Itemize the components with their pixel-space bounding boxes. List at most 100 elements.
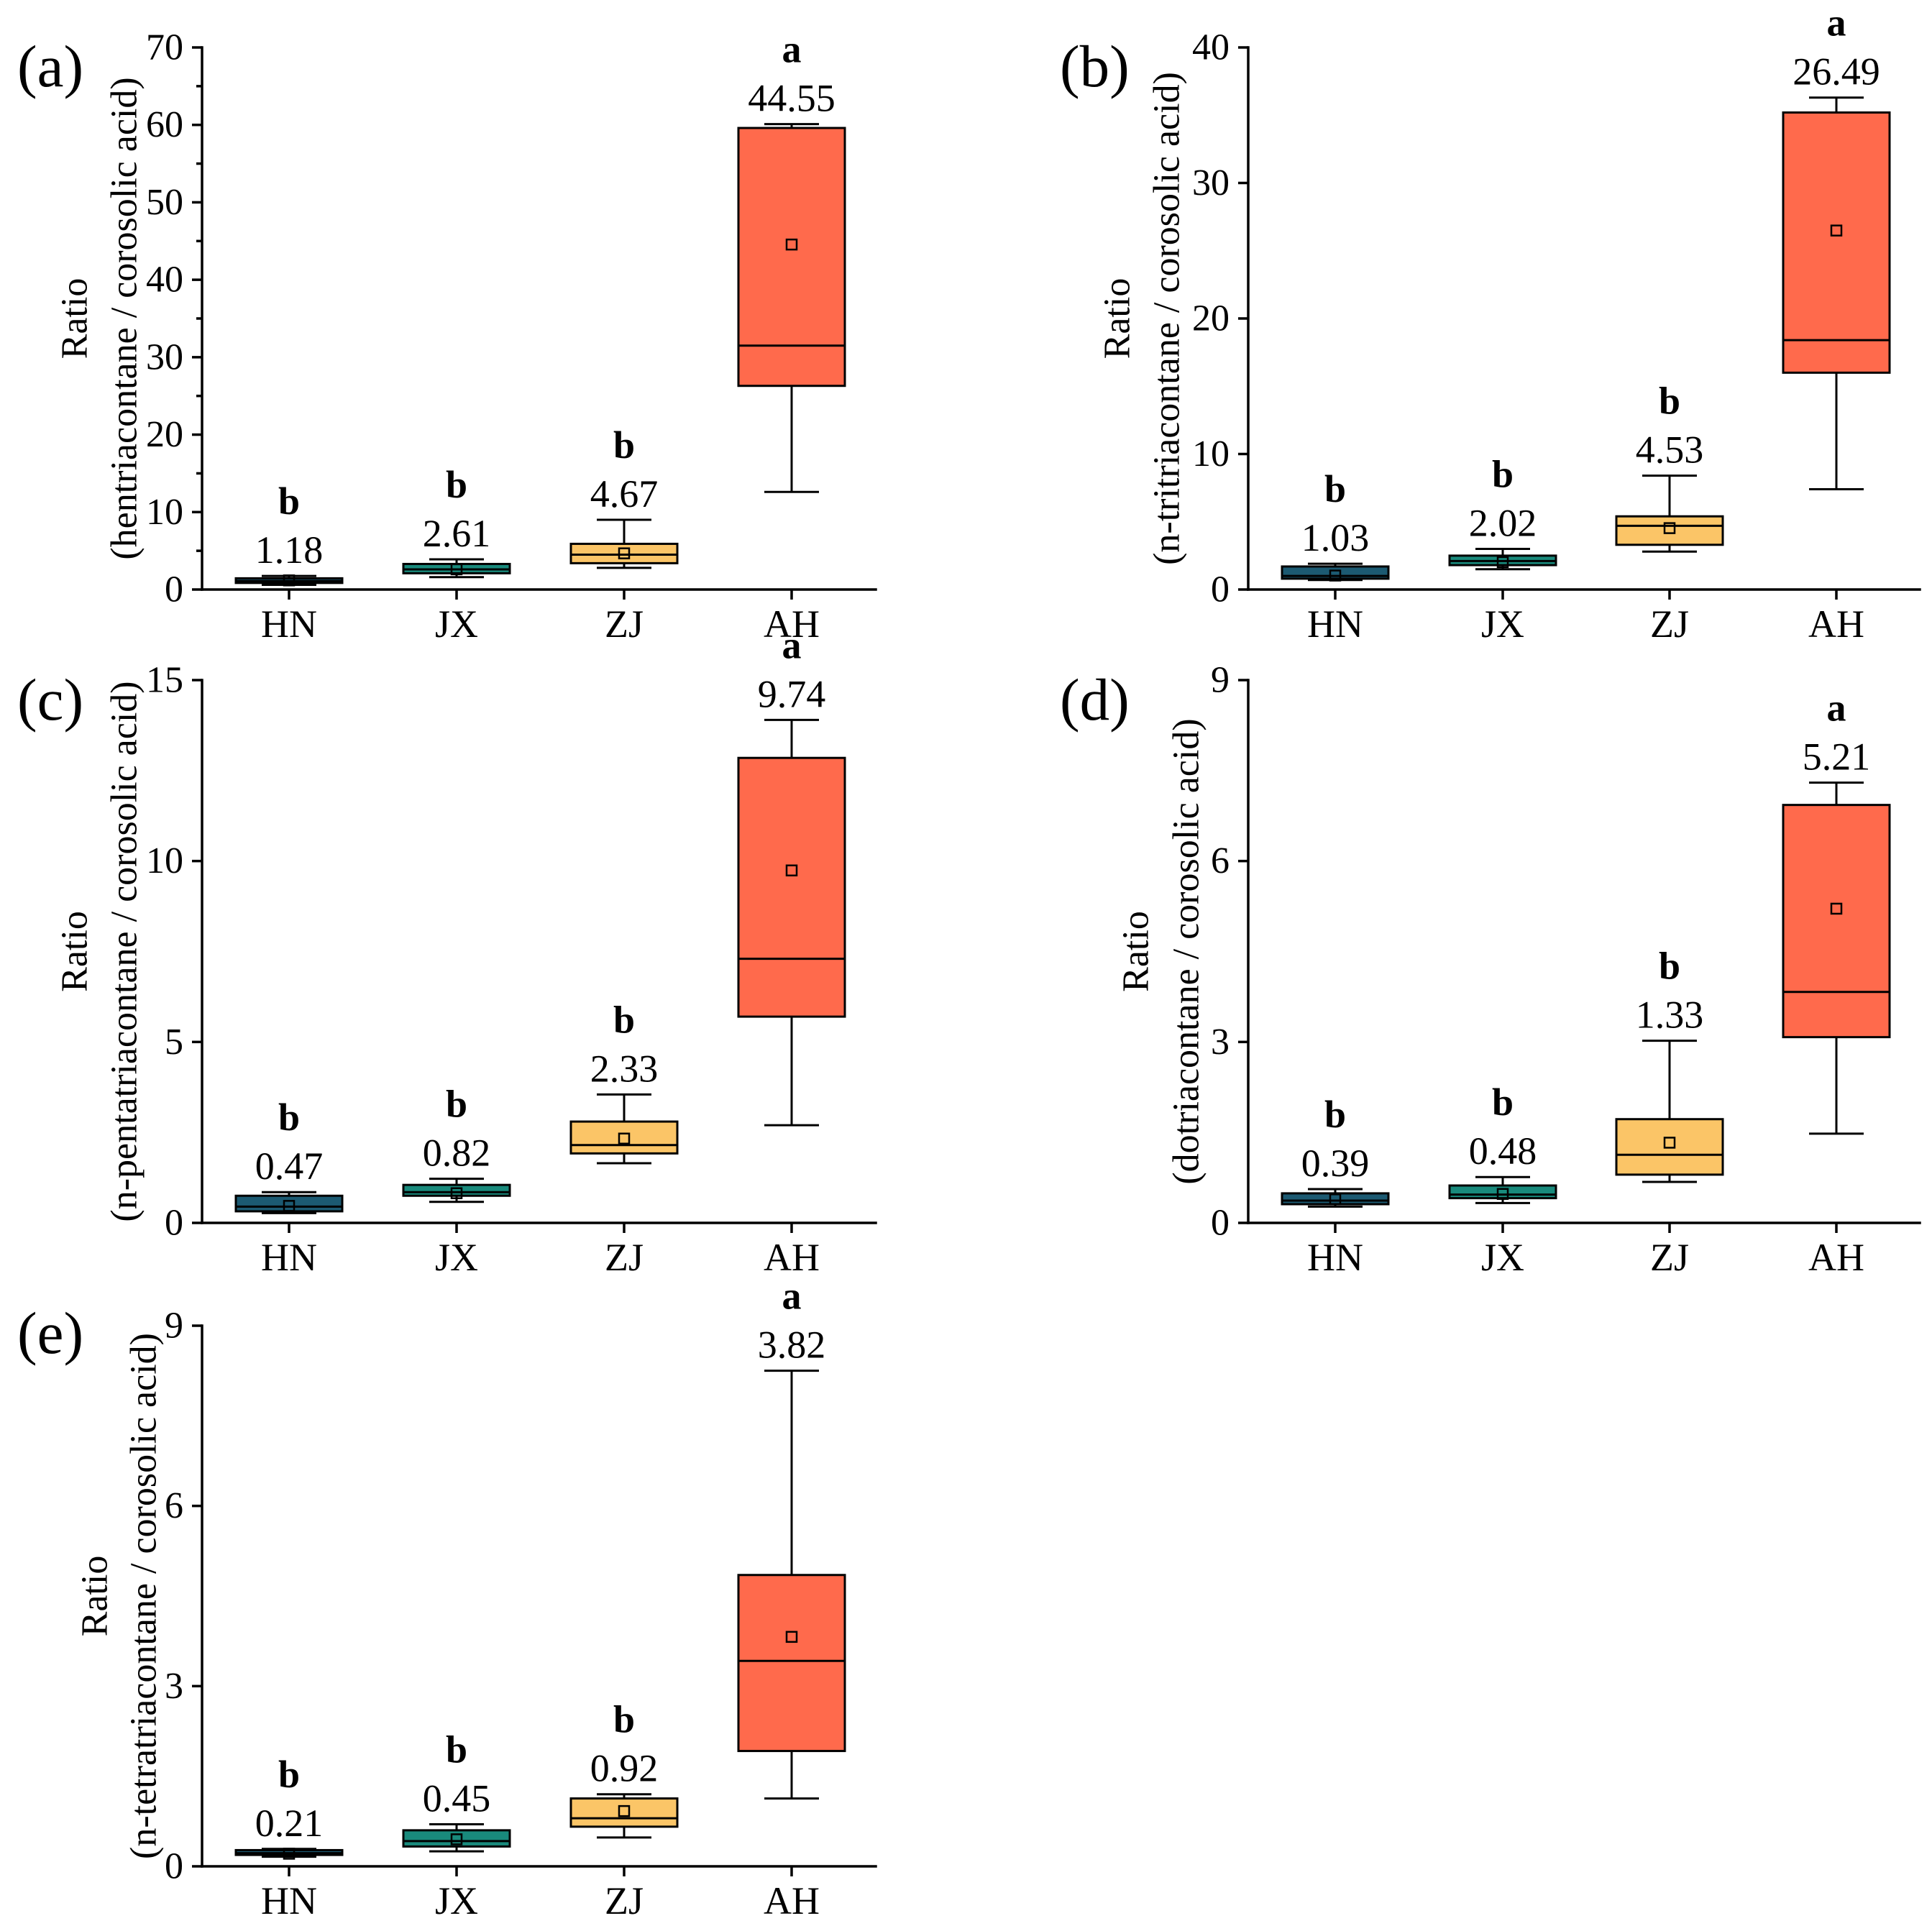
x-tick-label: ZJ <box>605 1236 644 1279</box>
y-axis-title: Ratio <box>1097 278 1138 359</box>
mean-value-label: 0.45 <box>423 1777 491 1820</box>
x-tick-label: AH <box>764 1879 820 1922</box>
y-axis-title: Ratio <box>1116 911 1157 992</box>
significance-letter: b <box>446 1083 467 1126</box>
significance-letter: a <box>1827 1 1846 45</box>
significance-letter: b <box>446 1728 467 1771</box>
x-tick-label: AH <box>764 1236 820 1279</box>
mean-marker <box>618 1132 631 1145</box>
x-tick-label: JX <box>435 1236 478 1279</box>
box-jx: 2.61 b <box>402 463 511 579</box>
mean-value-label: 4.53 <box>1636 428 1704 472</box>
y-tick-label: 10 <box>1192 434 1230 474</box>
y-tick-label: 3 <box>165 1666 183 1707</box>
mean-value-label: 0.92 <box>590 1747 659 1790</box>
box-ah: 9.74 a <box>737 623 846 1127</box>
significance-letter: a <box>782 1275 802 1318</box>
y-tick-label: 15 <box>146 660 183 701</box>
panel-label: (c) <box>17 666 83 733</box>
significance-letter: b <box>1659 945 1680 988</box>
y-tick-label: 20 <box>146 414 183 455</box>
y-tick-label: 0 <box>1211 569 1230 610</box>
box-jx: 0.45 b <box>402 1728 511 1853</box>
iqr-box <box>234 1194 344 1213</box>
mean-value-label: 3.82 <box>758 1324 826 1367</box>
significance-letter: b <box>446 463 467 506</box>
y-tick-label: 30 <box>1192 162 1230 203</box>
y-tick-label: 60 <box>146 104 183 145</box>
box-ah: 26.49 a <box>1782 1 1891 491</box>
mean-marker <box>1329 569 1342 582</box>
y-axis-subtitle: (n-pentatriacontane / corosolic acid) <box>104 681 145 1221</box>
mean-marker <box>1329 1193 1342 1206</box>
x-tick-label: HN <box>261 1879 317 1922</box>
iqr-box <box>402 1183 511 1197</box>
panel-d: (d) Ratio (dotriacontane / corosolic acid)… <box>1060 660 1921 1279</box>
significance-letter: a <box>1827 687 1846 730</box>
mean-value-label: 2.61 <box>423 512 491 555</box>
mean-value-label: 1.03 <box>1301 516 1370 559</box>
iqr-box <box>1448 1184 1557 1200</box>
y-axis-title: Ratio <box>55 278 96 359</box>
significance-letter: b <box>613 1698 635 1741</box>
mean-marker <box>1830 224 1843 237</box>
mean-marker <box>785 864 798 877</box>
y-tick-label: 10 <box>146 492 183 533</box>
mean-marker <box>1663 522 1676 534</box>
y-tick-label: 70 <box>146 27 183 68</box>
mean-marker <box>450 1833 463 1845</box>
significance-letter: b <box>278 480 300 523</box>
mean-marker <box>1663 1137 1676 1149</box>
iqr-box <box>737 127 846 388</box>
mean-marker <box>785 238 798 251</box>
panel-label: (d) <box>1060 666 1130 733</box>
mean-value-label: 1.18 <box>255 528 324 572</box>
iqr-box <box>737 756 846 1018</box>
x-tick-label: HN <box>1307 602 1363 646</box>
significance-letter: b <box>1492 1081 1514 1124</box>
y-tick-label: 0 <box>165 569 183 610</box>
mean-marker <box>785 1631 798 1643</box>
significance-letter: a <box>782 28 802 71</box>
significance-letter: b <box>278 1753 300 1796</box>
mean-marker <box>283 1200 296 1212</box>
x-tick-label: ZJ <box>1650 1236 1689 1279</box>
box-jx: 0.82 b <box>402 1083 511 1203</box>
mean-marker <box>1496 556 1509 569</box>
panel-a: (a) Ratio (hentriacontane / corosolic acid… <box>17 27 877 646</box>
panel-b: (b) Ratio (n-tritriacontane / corosolic ac… <box>1060 1 1921 646</box>
x-tick-label: JX <box>1481 602 1524 646</box>
y-axis-subtitle: (dotriacontane / corosolic acid) <box>1166 718 1207 1184</box>
mean-value-label: 2.02 <box>1469 501 1537 544</box>
y-axis-subtitle: (hentriacontane / corosolic acid) <box>104 77 145 559</box>
iqr-box <box>569 542 679 564</box>
x-tick-label: ZJ <box>605 1879 644 1922</box>
significance-letter: b <box>613 998 635 1041</box>
significance-letter: b <box>613 423 635 467</box>
y-tick-label: 5 <box>165 1022 183 1063</box>
significance-letter: b <box>1492 452 1514 495</box>
y-tick-label: 50 <box>146 182 183 223</box>
mean-value-label: 0.39 <box>1301 1142 1370 1185</box>
x-tick-label: JX <box>1481 1236 1524 1279</box>
iqr-box <box>1782 804 1891 1039</box>
panel-e: (e) Ratio (n-tetratriacontane / corosolic … <box>17 1275 877 1922</box>
iqr-box <box>1782 111 1891 374</box>
mean-marker <box>450 1187 463 1199</box>
mean-value-label: 0.48 <box>1469 1129 1537 1173</box>
y-tick-label: 0 <box>165 1846 183 1887</box>
y-tick-label: 6 <box>1211 840 1230 881</box>
x-tick-label: ZJ <box>605 602 644 646</box>
significance-letter: b <box>278 1096 300 1139</box>
box-hn: 0.21 b <box>234 1753 344 1860</box>
panel-label: (e) <box>17 1300 83 1366</box>
significance-letter: b <box>1659 380 1680 423</box>
mean-value-label: 9.74 <box>758 672 826 715</box>
iqr-box <box>1615 515 1724 546</box>
mean-marker <box>1496 1188 1509 1200</box>
y-tick-label: 6 <box>165 1485 183 1526</box>
y-axis-title: Ratio <box>75 1556 116 1637</box>
box-zj: 2.33 b <box>569 998 679 1165</box>
